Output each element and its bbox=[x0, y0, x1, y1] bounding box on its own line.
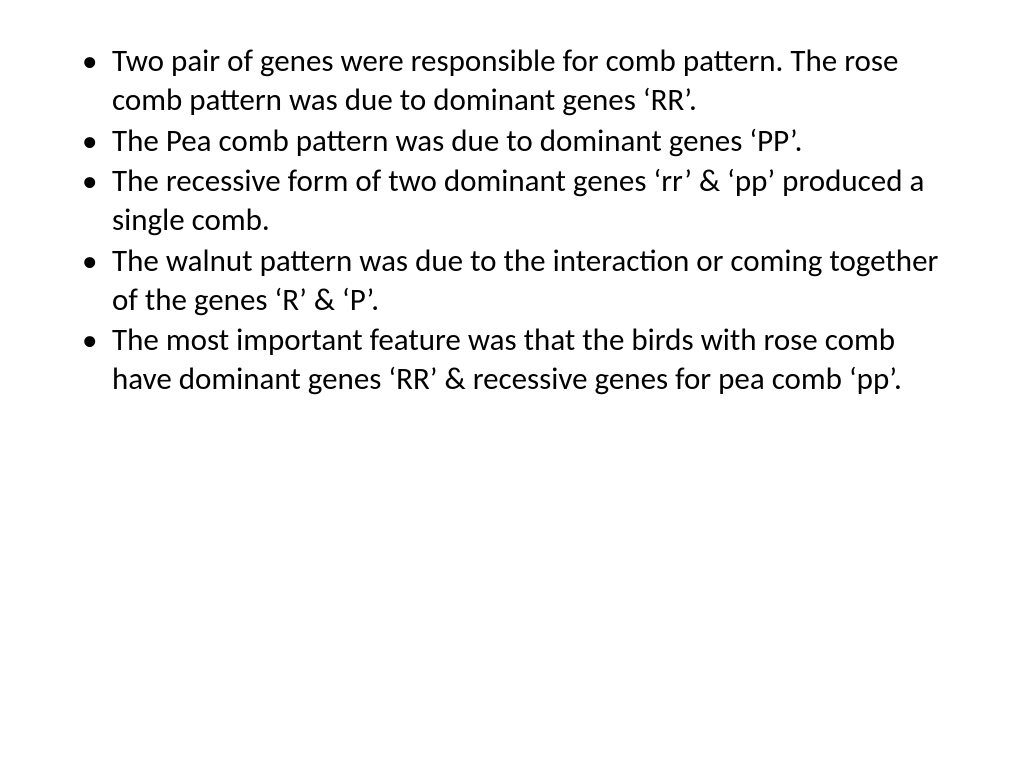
bullet-item: The recessive form of two dominant genes… bbox=[70, 162, 954, 240]
bullet-item: The walnut pattern was due to the intera… bbox=[70, 242, 954, 320]
bullet-item: Two pair of genes were responsible for c… bbox=[70, 42, 954, 120]
bullet-item: The Pea comb pattern was due to dominant… bbox=[70, 122, 954, 161]
bullet-item: The most important feature was that the … bbox=[70, 321, 954, 399]
bullet-list: Two pair of genes were responsible for c… bbox=[70, 42, 954, 399]
